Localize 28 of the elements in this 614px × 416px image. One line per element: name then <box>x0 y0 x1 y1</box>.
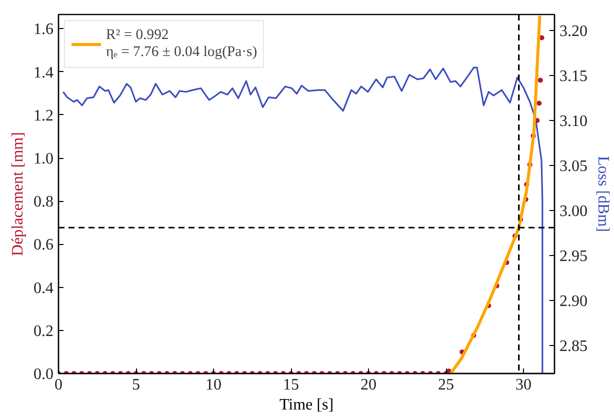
x-tick-label: 5 <box>132 376 140 394</box>
x-tick-label: 30 <box>516 376 532 394</box>
x-tick-label: 15 <box>283 376 299 394</box>
y2-tick-label: 3.15 <box>560 68 588 86</box>
y2-tick-label: 2.90 <box>560 293 588 310</box>
y-tick-label: 0.0 <box>34 366 54 383</box>
x-tick-label: 20 <box>360 376 376 394</box>
y2-tick-label: 3.00 <box>560 203 588 220</box>
x-tick-label: 10 <box>206 376 222 394</box>
y2-tick-label: 3.20 <box>560 23 588 40</box>
x-tick-label: 0 <box>54 376 62 394</box>
y-tick-label: 0.6 <box>34 236 54 254</box>
y-tick-label: 1.0 <box>34 150 54 168</box>
y-axis-title: Déplacement [mm] <box>10 132 26 256</box>
y-tick-label: 1.4 <box>34 64 54 82</box>
y-tick-label: 1.2 <box>34 107 54 124</box>
x-axis-title: Time [s] <box>279 396 334 414</box>
y-tick-label: 0.2 <box>34 322 54 340</box>
y2-axis-title: Loss [dBm] <box>594 156 612 232</box>
y2-tick-label: 2.95 <box>560 248 588 266</box>
y-tick-label: 0.8 <box>34 194 54 211</box>
y2-tick-label: 3.10 <box>560 113 588 130</box>
y2-tick-label: 2.85 <box>560 338 588 356</box>
legend-label: R² = 0.992 ηₑ = 7.76 ± 0.04 log(Pa·s) <box>106 27 258 61</box>
y-tick-label: 0.4 <box>34 280 54 297</box>
y2-tick-label: 3.05 <box>560 158 588 176</box>
x-tick-label: 25 <box>438 376 454 394</box>
y-tick-label: 1.6 <box>34 21 54 38</box>
